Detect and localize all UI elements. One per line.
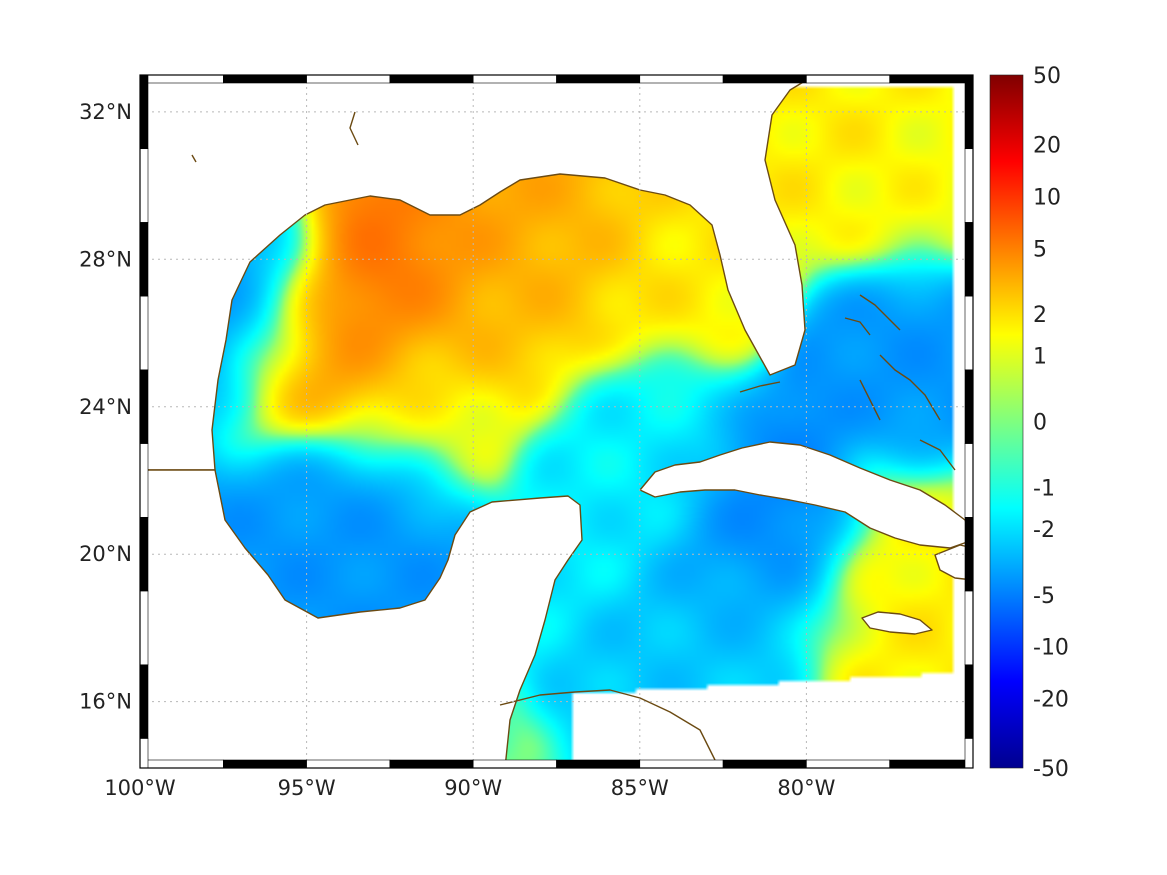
x-tick-label: 95°W (278, 776, 336, 800)
frame-segment-right (964, 590, 974, 666)
frame-segment-right (964, 222, 974, 297)
jamaica-land (861, 611, 933, 635)
colorbar-tick-label: -50 (1033, 757, 1069, 782)
frame-segment-top (889, 74, 974, 84)
map-frame (139, 74, 974, 769)
frame-segment-top (806, 74, 891, 84)
colorbar-tick-label: 10 (1033, 185, 1061, 210)
frame-segment-left (139, 517, 149, 592)
colorbar-tick-label: 5 (1033, 237, 1047, 262)
colorbar-tick-label: -1 (1033, 476, 1055, 501)
colorbar-tick-label: 50 (1033, 64, 1061, 89)
frame-segment-right (964, 517, 974, 592)
colorbar-tick-label: 2 (1033, 303, 1047, 328)
frame-segment-bottom (389, 759, 474, 769)
graticule (140, 75, 973, 768)
colorbar-tick-label: -10 (1033, 636, 1069, 661)
central-america-coast (499, 689, 716, 761)
frame-segment-bottom (472, 759, 557, 769)
keys-coast (191, 111, 781, 393)
y-tick-label: 16°N (79, 690, 132, 714)
x-tick-labels: 100°W 95°W 90°W 85°W 80°W (104, 776, 835, 800)
colorbar-tick-label: 1 (1033, 345, 1047, 370)
frame-segment-bottom (556, 759, 641, 769)
x-tick-label: 85°W (611, 776, 669, 800)
frame-outline (139, 74, 974, 769)
y-tick-label: 24°N (79, 395, 132, 419)
frame-segment-bottom (223, 759, 307, 769)
frame-segment-bottom (806, 759, 891, 769)
colorbar-tick-label: -5 (1033, 584, 1055, 609)
mexico-land (140, 469, 583, 768)
frame-segment-right (964, 148, 974, 223)
frame-segment-left (139, 74, 149, 150)
frame-segment-right (964, 369, 974, 444)
frame-segment-left (139, 590, 149, 666)
x-tick-label: 100°W (104, 776, 176, 800)
x-tick-label: 90°W (444, 776, 502, 800)
frame-segment-bottom (306, 759, 391, 769)
colorbar-tick-label: 20 (1033, 133, 1061, 158)
frame-segment-top (139, 74, 224, 84)
frame-segment-left (139, 738, 149, 769)
colorbar-tick-label: -2 (1033, 518, 1055, 543)
bahamas-coast (844, 294, 956, 471)
frame-segment-right (964, 664, 974, 739)
frame-segment-top (639, 74, 724, 84)
frame-segment-top (472, 74, 557, 84)
y-tick-label: 20°N (79, 542, 132, 566)
frame-segment-right (964, 443, 974, 518)
colorbar-gradient (989, 74, 1024, 769)
frame-segment-right (964, 738, 974, 769)
frame-segment-left (139, 664, 149, 739)
frame-segment-left (139, 369, 149, 444)
frame-segment-right (964, 295, 974, 371)
frame-segment-bottom (639, 759, 724, 769)
y-tick-label: 28°N (79, 247, 132, 271)
colorbar-tick-label: 0 (1033, 411, 1047, 436)
frame-segment-left (139, 148, 149, 223)
colorbar-tick-label: -20 (1033, 688, 1069, 713)
frame-segment-top (722, 74, 807, 84)
frame-segment-top (306, 74, 391, 84)
frame-segment-bottom (889, 759, 974, 769)
frame-segment-bottom (722, 759, 807, 769)
frame-segment-top (556, 74, 641, 84)
frame-segment-top (389, 74, 474, 84)
x-tick-label: 80°W (777, 776, 835, 800)
frame-segment-left (139, 443, 149, 518)
frame-segment-right (964, 74, 974, 150)
frame-segment-top (223, 74, 307, 84)
frame-segment-bottom (139, 759, 224, 769)
y-tick-labels: 32°N 28°N 24°N 20°N 16°N (79, 100, 132, 714)
frame-segment-left (139, 222, 149, 297)
y-tick-label: 32°N (79, 100, 132, 124)
frame-segment-left (139, 295, 149, 371)
